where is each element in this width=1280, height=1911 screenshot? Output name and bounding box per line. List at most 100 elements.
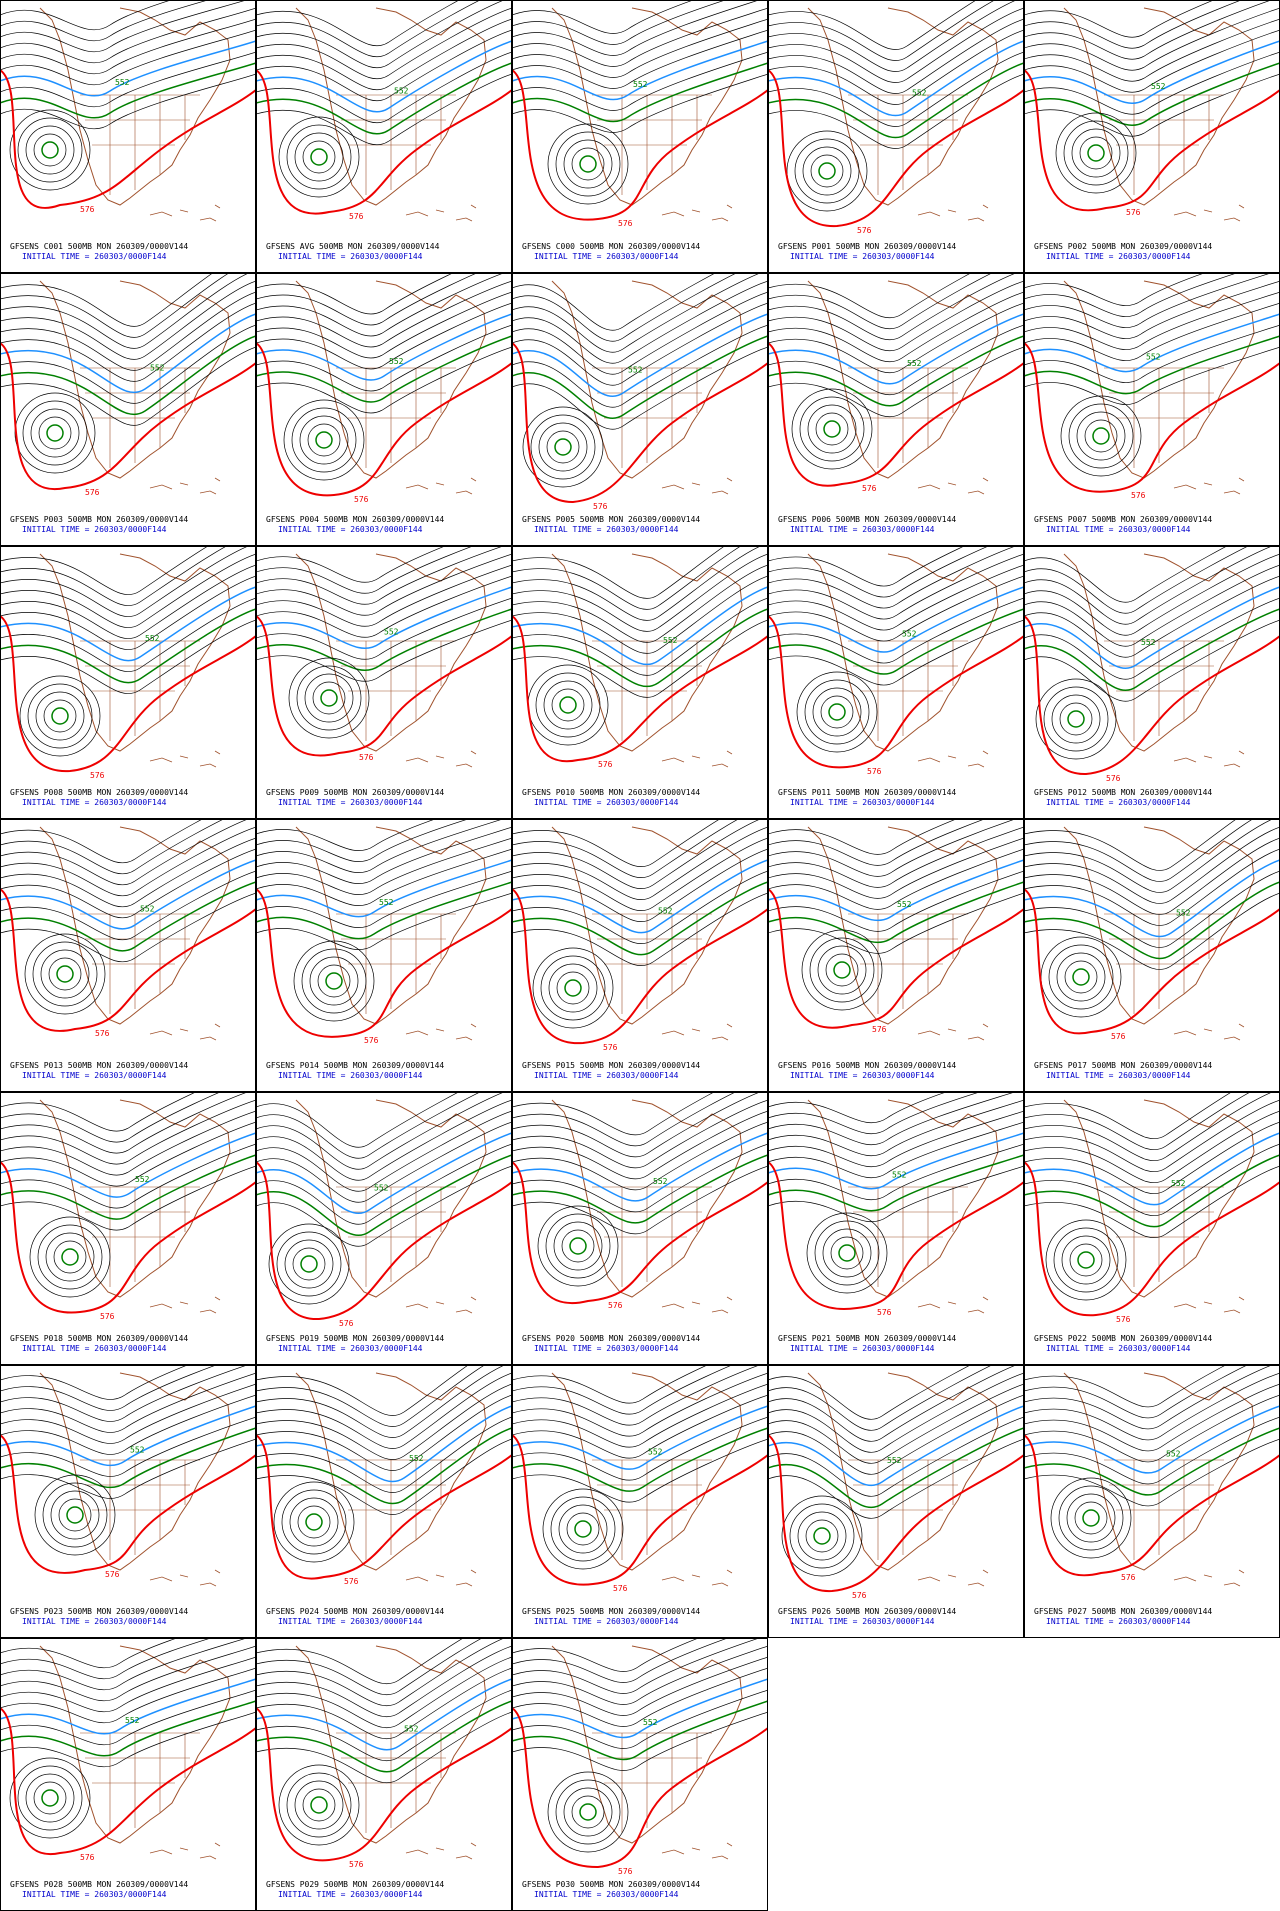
height-contour [769,1416,1023,1497]
low-contour [555,131,621,197]
state-borders [1104,94,1224,195]
panel-title: GFSENS P023 500MB MON 260309/0000V144 [10,1607,188,1616]
height-contour [1025,18,1279,82]
low-contour [1045,1219,1127,1301]
height-contour [769,1,994,61]
height-contour [769,40,1023,117]
low-contour [813,1527,831,1545]
height-contour [513,1099,767,1169]
height-contour [1,576,255,650]
contour-label: 576 [344,1577,359,1586]
panel-title: GFSENS P030 500MB MON 260309/0000V144 [522,1880,700,1889]
contour-label: 552 [907,359,922,368]
height-contour [769,1366,991,1431]
map-panel: 552 576 GFSENS P019 500MB MON 260309/0000V… [256,1092,512,1365]
contour-label: 552 [892,1171,907,1180]
height-contour [1025,586,1279,669]
height-contour [513,313,767,397]
coastline [295,553,487,752]
height-contour [257,586,511,650]
height-contour [1,274,248,349]
panel-frame [1024,0,1280,273]
low-contour [56,965,74,983]
panel-title: GFSENS P018 500MB MON 260309/0000V144 [10,1334,188,1343]
coastline [1063,1372,1255,1571]
red-contour [769,1434,1023,1593]
contour-label: 576 [354,495,369,504]
low-contour [25,125,75,175]
islands [405,1023,477,1041]
height-contour [769,619,1023,686]
height-contour [1025,73,1279,137]
low-contour [537,1205,619,1287]
panel-subtitle: INITIAL TIME = 260303/0000F144 [22,1617,167,1626]
height-contour [513,820,719,867]
height-contour [1025,1,1213,38]
low-contour [579,1803,597,1821]
coastline [39,1645,231,1844]
contour-label: 552 [1176,909,1191,918]
height-contour [1025,619,1279,702]
state-borders [336,94,456,195]
low-contour [1082,1509,1100,1527]
height-contour [1,1,245,53]
height-contour [769,52,1023,127]
height-contour [1,1165,255,1231]
height-contour [1025,40,1279,105]
red-contour [257,1434,511,1580]
state-borders [1104,640,1224,741]
height-contour [513,335,767,419]
contour-label: 576 [80,205,95,214]
low-contour [563,139,613,189]
low-contour [40,949,90,999]
height-contour [769,547,1014,609]
low-contour [315,431,333,449]
panel-title: GFSENS P005 500MB MON 260309/0000V144 [522,515,700,524]
low-contour [302,1788,336,1822]
contour-label: 576 [618,1867,633,1876]
low-contour [554,438,572,456]
height-contour [769,335,1023,407]
low-contour [828,703,846,721]
map-panel: 552 576 GFSENS P009 500MB MON 260309/0000V… [256,546,512,819]
contour-label: 552 [628,366,643,375]
height-contour [769,820,1014,877]
height-contour [769,346,1023,418]
panel-subtitle: INITIAL TIME = 260303/0000F144 [790,1071,935,1080]
red-contour [1025,342,1279,493]
height-contour [1,547,247,617]
low-contour [1079,136,1113,170]
height-contour [513,274,759,353]
height-contour [1,29,255,86]
state-borders [1104,1459,1224,1560]
height-contour [1,1110,255,1176]
height-contour [257,848,511,906]
map-area [769,547,1023,769]
map-area [257,547,511,768]
height-contour [513,820,759,889]
height-contour [1,1093,219,1143]
height-contour [513,347,767,430]
height-contour [1,1093,195,1132]
map-area [1025,1,1279,222]
height-contour [1025,1366,1271,1430]
height-contour [513,51,767,111]
panel-frame [256,819,512,1092]
height-contour [1,554,255,628]
state-borders [592,94,712,195]
height-contour [1,1366,215,1411]
panel-title: GFSENS P003 500MB MON 260309/0000V144 [10,515,188,524]
height-contour [1,274,228,338]
height-contour [1,826,255,897]
state-borders [848,367,968,468]
height-contour [769,1438,1023,1519]
panel-subtitle: INITIAL TIME = 260303/0000F144 [22,1344,167,1353]
low-contour [791,388,873,470]
contour-label: 552 [135,1175,150,1184]
height-contour [1025,1383,1279,1452]
height-contour [1025,1111,1279,1184]
height-contour [257,859,511,918]
map-area [769,1366,1023,1593]
map-area [257,1,511,222]
contour-label: 576 [857,226,872,235]
